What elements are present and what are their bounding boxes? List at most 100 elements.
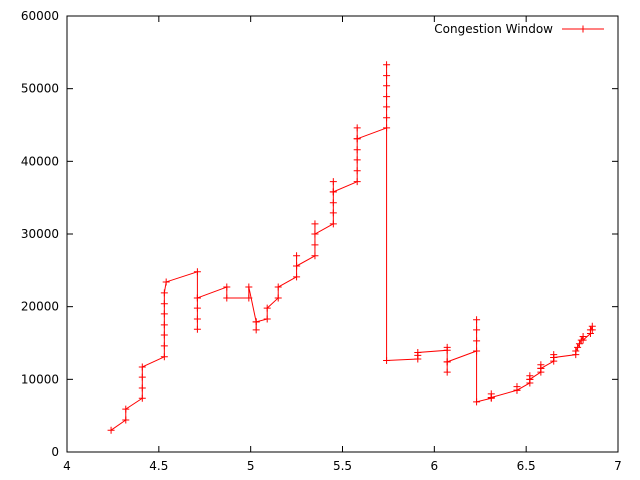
data-point xyxy=(193,315,201,323)
data-point xyxy=(487,394,495,401)
y-axis: 0 10000 20000 30000 40000 50000 60000 xyxy=(21,9,618,459)
y-tick-label: 10000 xyxy=(21,372,59,386)
data-point xyxy=(353,146,361,154)
data-point xyxy=(353,178,361,186)
data-point xyxy=(383,61,391,69)
data-point xyxy=(160,321,168,329)
data-point xyxy=(138,373,146,381)
data-point xyxy=(383,93,391,101)
data-point xyxy=(160,289,168,297)
data-point xyxy=(138,394,146,402)
legend-label: Congestion Window xyxy=(434,22,553,36)
data-point xyxy=(245,283,253,291)
data-point xyxy=(329,188,337,196)
data-point xyxy=(160,300,168,308)
data-point xyxy=(383,114,391,122)
x-tick-label: 5 xyxy=(247,459,255,473)
data-point xyxy=(353,156,361,164)
legend-marker xyxy=(579,25,587,33)
x-axis: 4 4.5 5 5.5 6 6.5 7 xyxy=(63,16,622,473)
data-point xyxy=(473,326,481,334)
data-point xyxy=(383,356,391,364)
data-point xyxy=(473,316,481,324)
y-tick-label: 30000 xyxy=(21,227,59,241)
data-point xyxy=(223,294,231,302)
data-point xyxy=(383,82,391,90)
data-point xyxy=(138,363,146,371)
data-point xyxy=(160,310,168,318)
x-tick-label: 4 xyxy=(63,459,71,473)
data-point xyxy=(293,262,301,270)
data-point xyxy=(443,358,451,366)
data-point xyxy=(574,343,582,351)
y-tick-label: 50000 xyxy=(21,82,59,96)
data-point xyxy=(513,386,521,394)
data-point xyxy=(107,426,115,434)
x-tick-label: 4.5 xyxy=(149,459,168,473)
x-tick-label: 5.5 xyxy=(333,459,352,473)
data-point xyxy=(245,294,253,302)
series-congestion-window xyxy=(107,61,596,434)
y-tick-label: 20000 xyxy=(21,300,59,314)
data-point xyxy=(311,241,319,249)
series-line xyxy=(110,64,593,431)
data-point xyxy=(443,368,451,376)
data-point xyxy=(588,326,596,334)
data-point xyxy=(383,72,391,80)
data-point xyxy=(473,398,481,406)
x-tick-label: 6 xyxy=(431,459,439,473)
data-point xyxy=(274,294,282,302)
data-point xyxy=(329,199,337,207)
data-point xyxy=(223,283,231,291)
data-point xyxy=(138,384,146,392)
y-tick-label: 60000 xyxy=(21,9,59,23)
data-point xyxy=(293,273,301,281)
data-point xyxy=(575,340,583,348)
x-tick-label: 7 xyxy=(614,459,622,473)
x-tick-label: 6.5 xyxy=(517,459,536,473)
data-point xyxy=(473,347,481,355)
data-point xyxy=(353,124,361,132)
plot-frame xyxy=(66,15,619,453)
data-point xyxy=(193,268,201,276)
series-markers xyxy=(107,61,596,434)
data-point xyxy=(329,178,337,186)
data-point xyxy=(353,135,361,143)
data-point xyxy=(473,337,481,345)
data-point xyxy=(160,331,168,339)
data-point xyxy=(252,326,260,334)
data-point xyxy=(311,252,319,260)
data-point xyxy=(311,220,319,228)
legend-swatch-marker xyxy=(579,25,587,33)
data-point xyxy=(162,278,170,286)
data-point xyxy=(263,315,271,323)
data-point xyxy=(311,230,319,238)
data-point xyxy=(353,167,361,175)
data-point xyxy=(329,209,337,217)
data-point xyxy=(550,354,558,362)
data-point xyxy=(193,325,201,333)
data-point xyxy=(329,220,337,228)
data-point xyxy=(252,318,260,326)
data-point xyxy=(537,364,545,372)
data-point xyxy=(383,124,391,132)
data-point xyxy=(274,283,282,291)
y-tick-label: 40000 xyxy=(21,154,59,168)
data-point xyxy=(122,405,130,413)
data-point xyxy=(160,353,168,361)
data-point xyxy=(383,103,391,111)
legend: Congestion Window xyxy=(434,22,604,36)
data-point xyxy=(414,348,422,356)
y-tick-label: 0 xyxy=(51,445,59,459)
data-point xyxy=(122,416,130,424)
data-point xyxy=(526,375,534,383)
data-point xyxy=(160,342,168,350)
data-point xyxy=(572,347,580,355)
data-point xyxy=(293,252,301,260)
data-point xyxy=(193,304,201,312)
data-point xyxy=(193,294,201,302)
data-point xyxy=(443,343,451,351)
data-point xyxy=(263,304,271,312)
data-point xyxy=(579,336,587,344)
